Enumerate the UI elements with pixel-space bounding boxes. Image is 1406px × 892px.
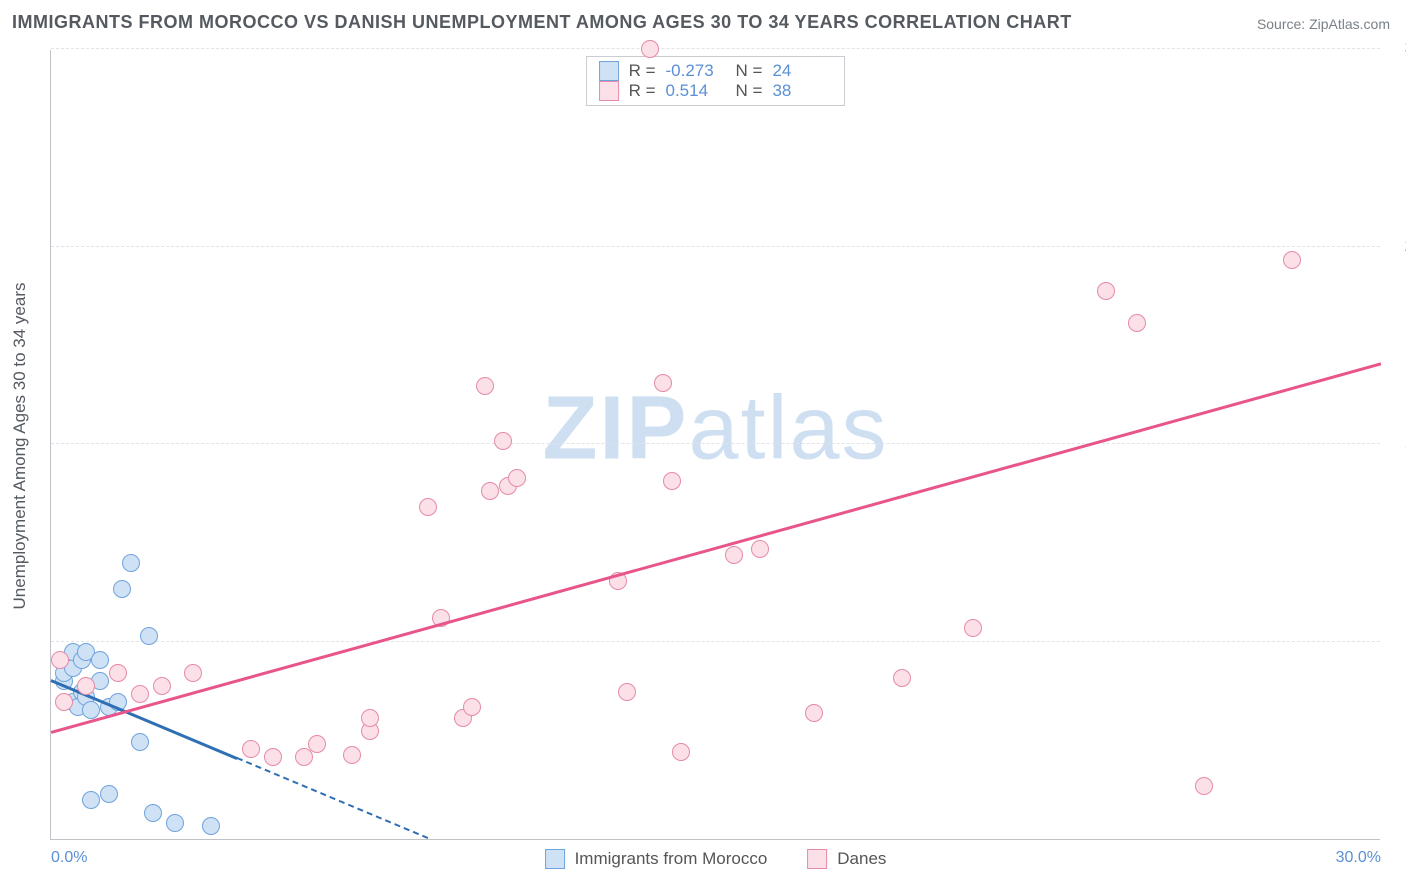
legend-series-label: Immigrants from Morocco — [575, 849, 768, 869]
legend-swatch — [599, 61, 619, 81]
y-axis-label: Unemployment Among Ages 30 to 34 years — [10, 146, 30, 746]
watermark: ZIPatlas — [542, 377, 888, 480]
regression-line — [237, 757, 428, 839]
legend-r-label: R = — [629, 81, 656, 101]
gridline — [51, 641, 1380, 642]
legend-swatch — [545, 849, 565, 869]
scatter-point — [361, 709, 379, 727]
scatter-point — [55, 693, 73, 711]
series-legend: Immigrants from Morocco Danes — [545, 849, 887, 869]
scatter-point — [1097, 282, 1115, 300]
scatter-point — [893, 669, 911, 687]
scatter-point — [51, 651, 69, 669]
x-tick-label: 30.0% — [1336, 849, 1381, 867]
gridline — [51, 443, 1380, 444]
scatter-point — [654, 374, 672, 392]
scatter-point — [1195, 777, 1213, 795]
scatter-point — [1283, 251, 1301, 269]
legend-n-value: 24 — [772, 61, 832, 81]
legend-row: R = 0.514 N = 38 — [599, 81, 833, 101]
scatter-point — [308, 735, 326, 753]
scatter-point — [100, 785, 118, 803]
legend-r-label: R = — [629, 61, 656, 81]
scatter-point — [109, 664, 127, 682]
scatter-point — [153, 677, 171, 695]
scatter-point — [618, 683, 636, 701]
scatter-point — [343, 746, 361, 764]
scatter-point — [140, 627, 158, 645]
scatter-point — [463, 698, 481, 716]
scatter-point — [725, 546, 743, 564]
scatter-point — [166, 814, 184, 832]
legend-series-label: Danes — [837, 849, 886, 869]
legend-n-value: 38 — [772, 81, 832, 101]
correlation-legend: R = -0.273 N = 24 R = 0.514 N = 38 — [586, 56, 846, 106]
scatter-point — [964, 619, 982, 637]
scatter-point — [476, 377, 494, 395]
legend-n-label: N = — [736, 81, 763, 101]
scatter-point — [805, 704, 823, 722]
legend-r-value: 0.514 — [666, 81, 726, 101]
scatter-point — [481, 482, 499, 500]
scatter-point — [264, 748, 282, 766]
scatter-point — [295, 748, 313, 766]
scatter-point — [91, 651, 109, 669]
scatter-point — [77, 677, 95, 695]
watermark-light: atlas — [688, 378, 888, 478]
scatter-point — [419, 498, 437, 516]
legend-n-label: N = — [736, 61, 763, 81]
x-tick-label: 0.0% — [51, 849, 87, 867]
legend-row: R = -0.273 N = 24 — [599, 61, 833, 81]
scatter-point — [144, 804, 162, 822]
gridline — [51, 246, 1380, 247]
scatter-point — [242, 740, 260, 758]
regression-line — [51, 363, 1382, 734]
scatter-point — [508, 469, 526, 487]
legend-swatch — [807, 849, 827, 869]
chart-title: IMMIGRANTS FROM MOROCCO VS DANISH UNEMPL… — [12, 12, 1072, 33]
scatter-point — [663, 472, 681, 490]
scatter-point — [131, 733, 149, 751]
scatter-point — [751, 540, 769, 558]
scatter-point — [202, 817, 220, 835]
scatter-point — [82, 791, 100, 809]
chart-plot-area: ZIPatlas R =-0.273N =24R =0.514N =38 Imm… — [50, 50, 1380, 840]
legend-item: Danes — [807, 849, 886, 869]
scatter-point — [184, 664, 202, 682]
scatter-point — [672, 743, 690, 761]
source-attribution: Source: ZipAtlas.com — [1257, 16, 1390, 32]
scatter-point — [122, 554, 140, 572]
scatter-point — [82, 701, 100, 719]
legend-swatch — [599, 81, 619, 101]
gridline — [51, 48, 1380, 49]
watermark-bold: ZIP — [542, 378, 688, 478]
legend-item: Immigrants from Morocco — [545, 849, 768, 869]
scatter-point — [131, 685, 149, 703]
scatter-point — [641, 40, 659, 58]
scatter-point — [113, 580, 131, 598]
scatter-point — [1128, 314, 1146, 332]
legend-r-value: -0.273 — [666, 61, 726, 81]
scatter-point — [494, 432, 512, 450]
